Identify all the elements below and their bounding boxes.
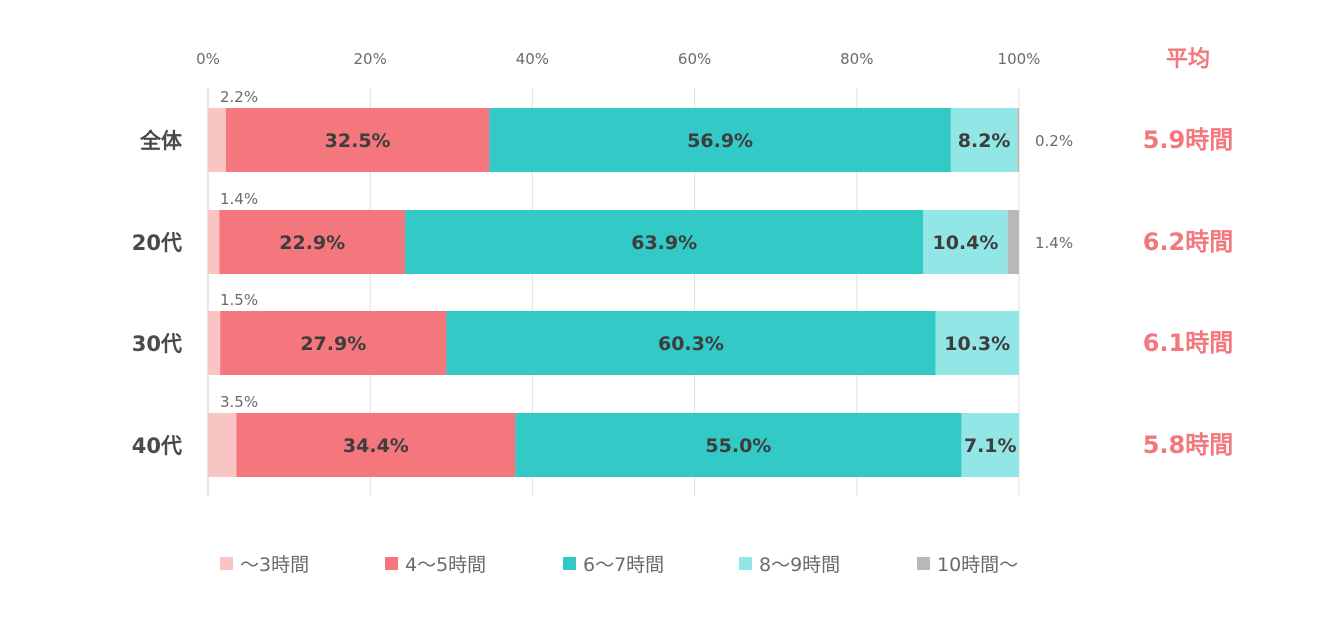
category-label: 20代 — [132, 231, 182, 255]
x-tick-label: 40% — [516, 50, 549, 68]
legend-label: 〜3時間 — [240, 554, 309, 576]
bar-segment — [961, 413, 1019, 477]
data-label: 0.2% — [1035, 132, 1073, 150]
bar-segment — [489, 108, 951, 172]
average-value: 6.2時間 — [1143, 228, 1234, 256]
bar-segment — [446, 311, 936, 375]
data-label: 27.9% — [300, 333, 366, 355]
data-label: 3.5% — [220, 393, 258, 411]
x-tick-label: 20% — [354, 50, 387, 68]
legend-label: 4〜5時間 — [405, 554, 486, 576]
bar-segment — [515, 413, 962, 477]
bar-segment — [923, 210, 1008, 274]
x-tick-label: 80% — [840, 50, 873, 68]
average-value: 6.1時間 — [1143, 329, 1234, 357]
data-label: 34.4% — [343, 435, 409, 457]
legend-swatch — [563, 557, 576, 570]
category-label: 全体 — [139, 129, 183, 153]
bar-segment — [935, 311, 1019, 375]
average-value: 5.9時間 — [1143, 126, 1234, 154]
data-label: 63.9% — [631, 232, 697, 254]
bar-segment — [208, 108, 226, 172]
data-label: 2.2% — [220, 88, 258, 106]
bar-segment — [405, 210, 924, 274]
bar-segment — [208, 311, 221, 375]
legend-label: 10時間〜 — [937, 554, 1018, 576]
bar-segment — [1017, 108, 1019, 172]
bar-segment — [219, 210, 406, 274]
legend-label: 6〜7時間 — [583, 554, 664, 576]
data-label: 22.9% — [279, 232, 345, 254]
data-label: 1.4% — [220, 190, 258, 208]
data-label: 55.0% — [705, 435, 771, 457]
x-tick-label: 100% — [998, 50, 1041, 68]
legend-swatch — [739, 557, 752, 570]
bar-segment — [208, 210, 220, 274]
category-label: 30代 — [132, 332, 182, 356]
bar-segment — [950, 108, 1018, 172]
legend-label: 8〜9時間 — [759, 554, 840, 576]
data-label: 8.2% — [958, 130, 1011, 152]
bar-segment — [208, 413, 237, 477]
legend-swatch — [917, 557, 930, 570]
average-value: 5.8時間 — [1143, 431, 1234, 459]
bar-segment — [225, 108, 490, 172]
bar-segment — [1007, 210, 1019, 274]
x-tick-label: 60% — [678, 50, 711, 68]
legend-swatch — [220, 557, 233, 570]
data-label: 1.5% — [220, 291, 258, 309]
bar-segment — [220, 311, 447, 375]
data-label: 10.3% — [944, 333, 1010, 355]
data-label: 60.3% — [658, 333, 724, 355]
category-label: 40代 — [132, 434, 182, 458]
data-label: 56.9% — [687, 130, 753, 152]
x-tick-label: 0% — [196, 50, 220, 68]
data-label: 10.4% — [933, 232, 999, 254]
data-label: 32.5% — [325, 130, 391, 152]
data-label: 7.1% — [964, 435, 1017, 457]
bar-segment — [236, 413, 516, 477]
average-heading: 平均 — [1166, 46, 1210, 72]
legend-swatch — [385, 557, 398, 570]
data-label: 1.4% — [1035, 234, 1073, 252]
